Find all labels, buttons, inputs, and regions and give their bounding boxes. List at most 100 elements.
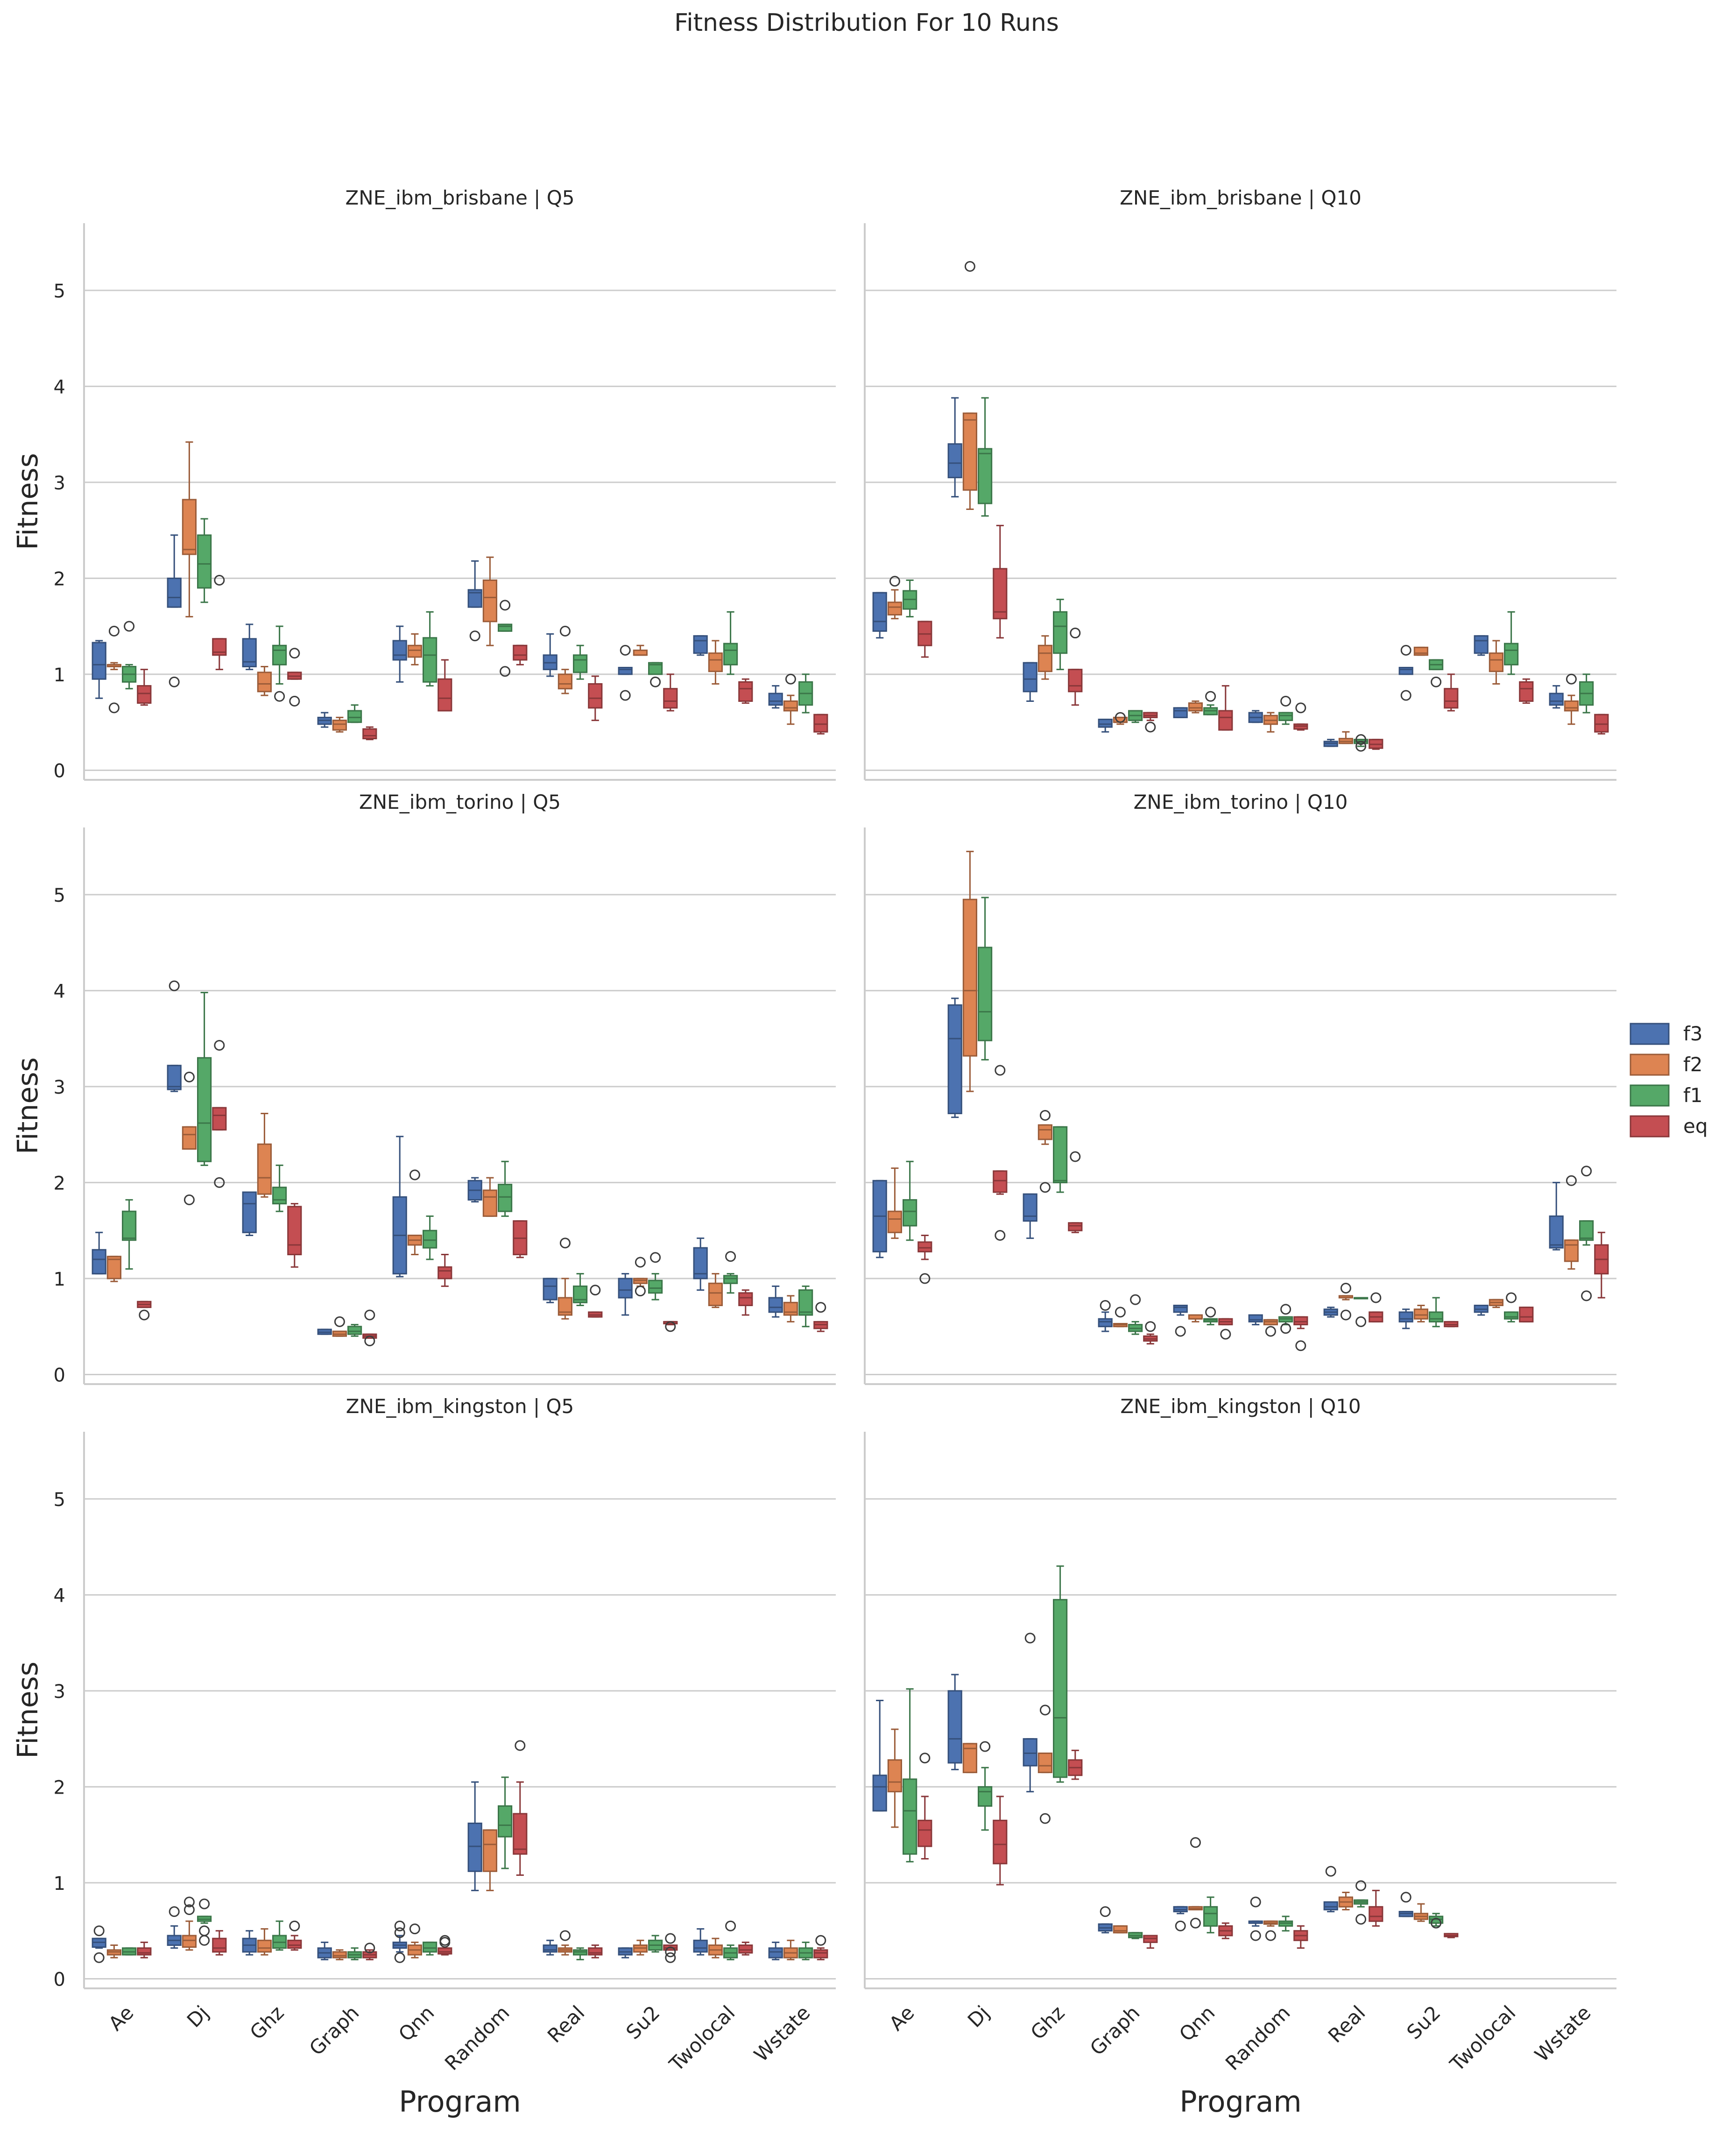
box-twolocal-f2 — [1489, 1299, 1504, 1308]
iqr-box — [1023, 662, 1037, 693]
box-ae-f2 — [106, 1256, 122, 1282]
outlier-point — [635, 1257, 646, 1268]
iqr-box — [978, 947, 993, 1041]
box-ghz-eq — [287, 1203, 302, 1268]
box-twolocal-eq — [1519, 1307, 1534, 1322]
iqr-box — [768, 1297, 783, 1313]
box-ae-f3 — [872, 1180, 887, 1258]
box-qnn-f2 — [407, 1923, 422, 1958]
box-random-f3 — [1248, 1314, 1263, 1326]
outlier-point — [1280, 1304, 1291, 1315]
box-su2-f1 — [648, 662, 663, 687]
iqr-box — [362, 728, 377, 740]
box-ae-f1 — [122, 621, 137, 690]
outlier-point — [394, 1927, 405, 1938]
outlier-point — [1265, 1930, 1276, 1941]
iqr-box — [1188, 702, 1203, 712]
outlier-point — [620, 690, 631, 701]
box-twolocal-f1 — [723, 611, 738, 675]
box-dj-eq — [993, 524, 1008, 639]
legend-item-eq[interactable]: eq — [1630, 1115, 1708, 1138]
box-wstate-f3 — [1549, 685, 1564, 709]
y-tick-label: 5 — [54, 1489, 65, 1511]
outlier-point — [1070, 1151, 1081, 1162]
outlier-point — [199, 1925, 210, 1937]
legend-item-f2[interactable]: f2 — [1630, 1053, 1703, 1076]
box-su2-f1 — [648, 1935, 663, 1953]
box-dj-eq — [212, 1040, 227, 1188]
panels: ZNE_ibm_brisbane | Q5012345ZNE_ibm_brisb… — [54, 186, 1616, 2076]
legend-swatch — [1630, 1053, 1670, 1076]
outlier-point — [980, 1741, 991, 1752]
box-random-eq — [1293, 1316, 1308, 1351]
x-tick-label: Twolocal — [1445, 2001, 1520, 2076]
y-tick-label: 2 — [54, 1173, 65, 1194]
iqr-box — [543, 1944, 557, 1953]
box-ae-eq — [917, 1234, 932, 1284]
box-twolocal-f3 — [693, 1237, 708, 1291]
iqr-box — [1369, 1906, 1383, 1922]
outlier-point — [289, 648, 300, 659]
box-ae-f3 — [92, 640, 106, 699]
box-qnn-f2 — [407, 1169, 422, 1256]
outlier-point — [1581, 1290, 1592, 1301]
x-tick-label: Wstate — [1530, 2001, 1595, 2066]
iqr-box — [137, 685, 152, 704]
outlier-point — [559, 1237, 571, 1249]
box-graph-f2 — [1113, 1925, 1128, 1934]
iqr-box — [1564, 700, 1579, 712]
box-dj-f3 — [947, 397, 962, 498]
iqr-box — [1504, 1311, 1519, 1320]
box-real-f2 — [557, 1930, 573, 1956]
y-axis-title: Fitness — [12, 1057, 44, 1154]
box-graph-eq — [1143, 1321, 1158, 1345]
iqr-box — [1549, 693, 1564, 706]
box-twolocal-f3 — [693, 635, 708, 656]
box-ae-eq — [917, 1753, 932, 1860]
outlier-point — [889, 576, 900, 587]
legend-item-f1[interactable]: f1 — [1630, 1084, 1703, 1107]
y-axis-title: Fitness — [12, 453, 44, 550]
outlier-point — [1039, 1704, 1051, 1716]
iqr-box — [498, 1184, 513, 1212]
iqr-box — [438, 1266, 452, 1280]
box-graph-f1 — [1128, 710, 1143, 723]
box-qnn-f1 — [423, 1215, 438, 1260]
iqr-box — [482, 1829, 498, 1872]
iqr-box — [92, 642, 106, 680]
panel-zne-ibm-torino-q5: ZNE_ibm_torino | Q5 0 1 2 3 4 5 — [54, 791, 836, 1386]
iqr-box — [543, 1278, 557, 1301]
outlier-point — [1506, 1292, 1517, 1303]
iqr-box — [557, 673, 573, 690]
box-random-f3 — [467, 1177, 482, 1203]
box-dj-f2 — [182, 1896, 197, 1951]
legend: f3 f2 f1 eq — [1630, 1022, 1708, 1138]
iqr-box — [498, 623, 513, 632]
iqr-box — [1489, 652, 1504, 672]
box-su2-f1 — [1429, 1297, 1444, 1328]
iqr-box — [618, 667, 633, 675]
iqr-box — [1278, 712, 1293, 721]
x-tick-label: Qnn — [1175, 2001, 1220, 2046]
iqr-box — [588, 683, 603, 709]
outlier-point — [183, 1071, 195, 1082]
box-ghz-f3 — [1023, 662, 1037, 702]
iqr-box — [1068, 1222, 1083, 1231]
box-ghz-eq — [1068, 1749, 1083, 1780]
outlier-point — [964, 261, 975, 272]
outlier-point — [1295, 1340, 1306, 1351]
box-graph-f1 — [1128, 1932, 1143, 1939]
box-real-f2 — [1338, 1282, 1354, 1321]
box-twolocal-f1 — [723, 1920, 738, 1960]
box-qnn-eq — [438, 1935, 452, 1956]
x-tick-label: Random — [1221, 2001, 1295, 2075]
box-ghz-eq — [287, 648, 302, 707]
legend-item-f3[interactable]: f3 — [1630, 1022, 1703, 1045]
box-dj-f1 — [978, 397, 993, 517]
box-twolocal-f2 — [708, 1937, 723, 1958]
box-real-f2 — [1338, 1891, 1354, 1910]
iqr-box — [1037, 1752, 1053, 1774]
outlier-point — [725, 1251, 736, 1262]
iqr-box — [257, 1143, 272, 1195]
box-su2-f2 — [1413, 1903, 1429, 1922]
